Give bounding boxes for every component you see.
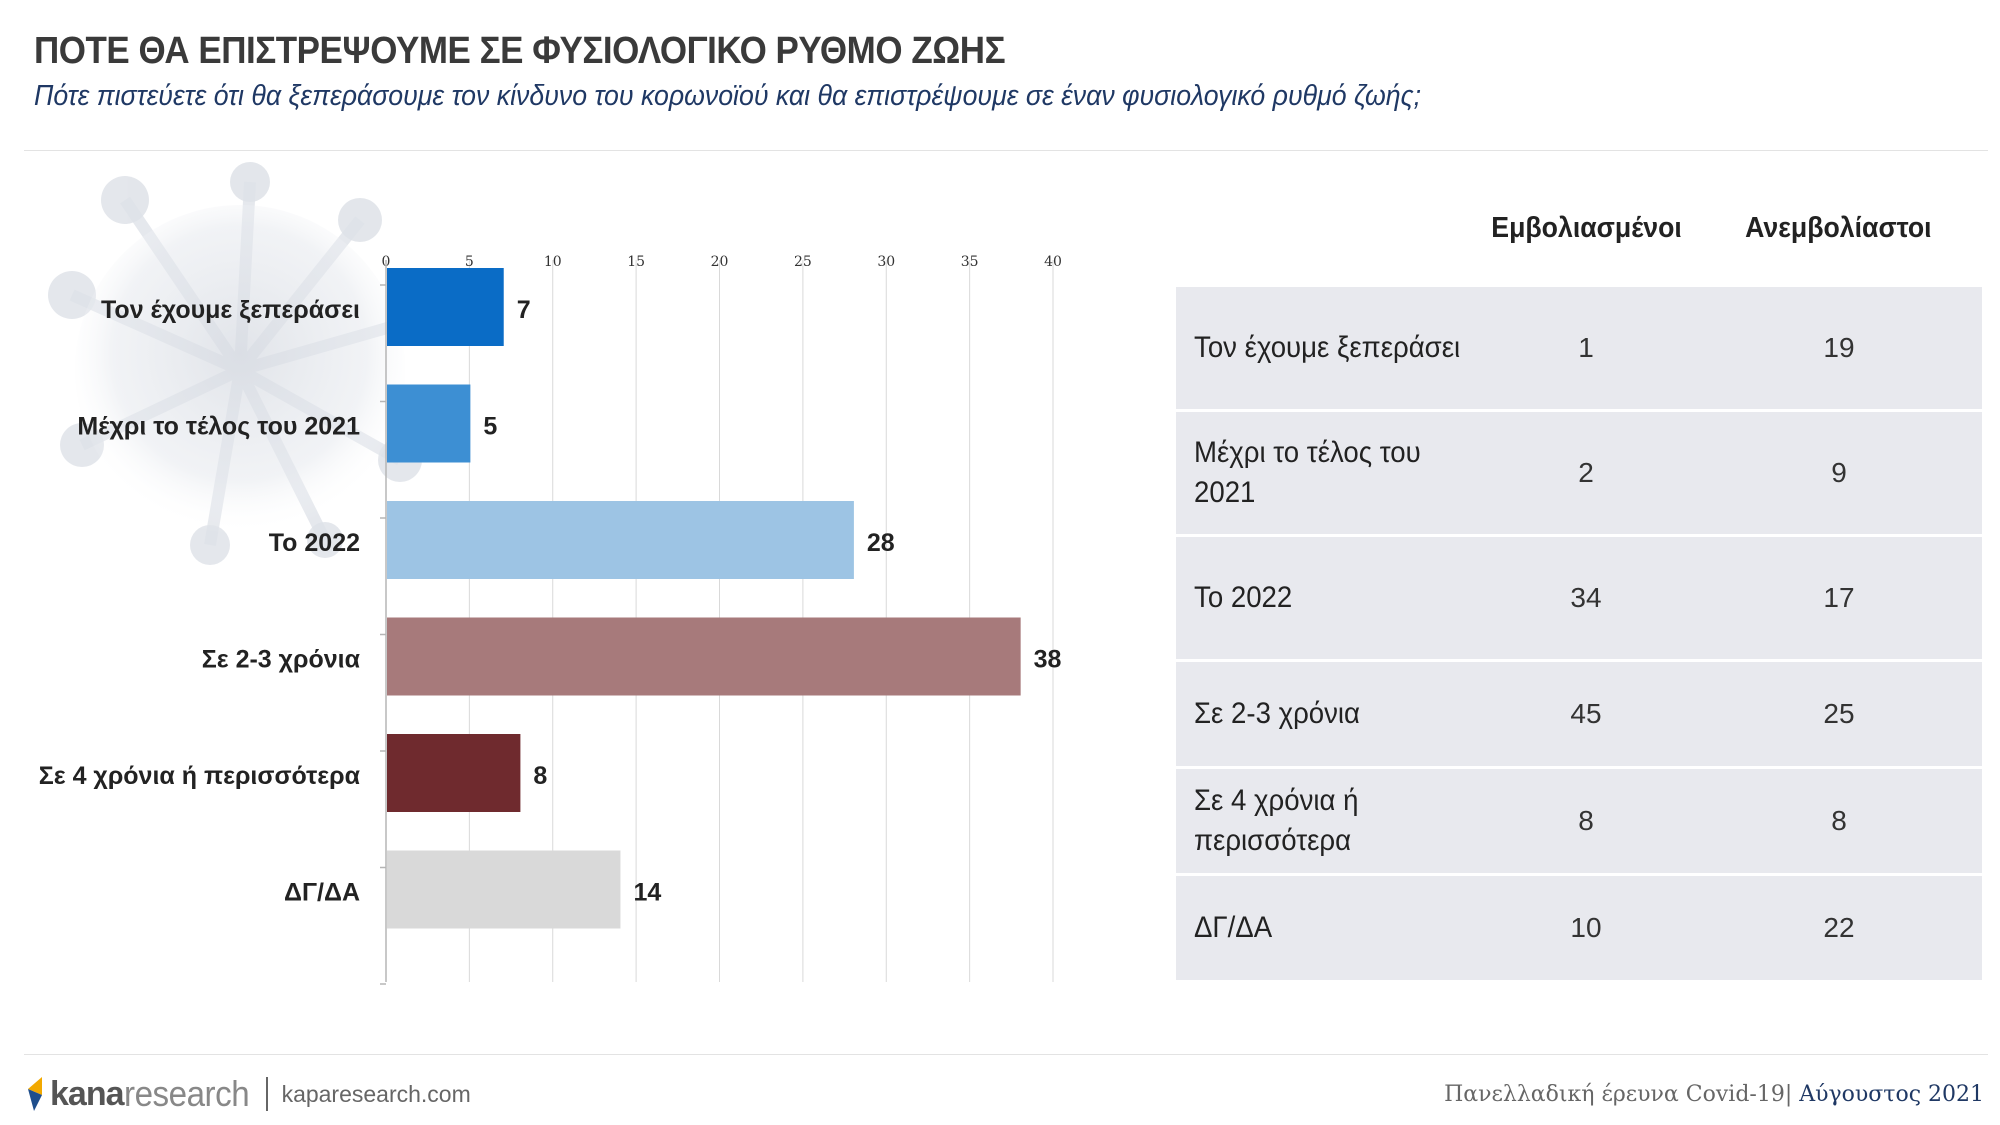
- footer-divider: [24, 1054, 1988, 1055]
- category-label: Το 2022: [269, 529, 360, 557]
- page-subtitle: Πότε πιστεύετε ότι θα ξεπεράσουμε τον κί…: [34, 80, 1421, 112]
- bar-chart: 0510152025303540 Τον έχουμε ξεπεράσει7Μέ…: [39, 254, 1062, 985]
- category-label: Μέχρι το τέλος του 2021: [77, 413, 360, 441]
- coronavirus-background-image: [48, 162, 435, 565]
- survey-month: Αύγουστος 2021: [1799, 1082, 1984, 1107]
- data-label: 14: [633, 879, 661, 907]
- x-tick-label: 25: [794, 254, 812, 270]
- table-row: Μέχρι το τέλος του 2021 2 9: [1176, 412, 1982, 537]
- bar: [387, 501, 854, 579]
- table-row: Το 2022 34 17: [1176, 537, 1982, 662]
- comparison-table: Τον έχουμε ξεπεράσει 1 19 Μέχρι το τέλος…: [1176, 287, 1982, 980]
- logo-mark-icon: [28, 1077, 42, 1111]
- unvaccinated-value: 22: [1823, 912, 1855, 943]
- bar: [387, 850, 621, 929]
- x-tick-label: 35: [961, 254, 979, 270]
- data-label: 7: [517, 296, 531, 324]
- row-label: Σε 2-3 χρόνια: [1194, 697, 1361, 730]
- logo-separator: [265, 1077, 268, 1111]
- row-label: Το 2022: [1194, 581, 1293, 614]
- labels: Τον έχουμε ξεπεράσει 7 Μέχρι το τέλος του …: [39, 296, 1062, 907]
- row-label: Σε 4 χρόνια ή περισσότερα: [1194, 784, 1359, 857]
- table-header-unvaccinated: Ανεμβολίαστοι: [1745, 212, 1932, 244]
- category-label: Τον έχουμε ξεπεράσει: [101, 296, 360, 324]
- table-header-vaccinated: Εμβολιασμένοι: [1491, 212, 1682, 244]
- unvaccinated-value: 25: [1823, 698, 1855, 729]
- data-label: 8: [533, 762, 547, 790]
- website-link[interactable]: kaparesearch.com: [281, 1080, 471, 1107]
- vaccinated-value: 10: [1570, 912, 1602, 943]
- row-label: Τον έχουμε ξεπεράσει: [1194, 331, 1461, 364]
- unvaccinated-value: 17: [1823, 582, 1855, 613]
- bar: [387, 268, 504, 346]
- vaccinated-value: 45: [1570, 698, 1602, 729]
- data-label: 5: [483, 413, 497, 441]
- table-row: Σε 4 χρόνια ή περισσότερα 8 8: [1176, 769, 1982, 876]
- x-tick-label: 40: [1044, 254, 1062, 270]
- vaccinated-value: 8: [1578, 805, 1594, 836]
- category-label: Σε 2-3 χρόνια: [202, 646, 361, 674]
- page-title: ΠΟΤΕ ΘΑ ΕΠΙΣΤΡΕΨΟΥΜΕ ΣΕ ΦΥΣΙΟΛΟΓΙΚΟ ΡΥΘΜ…: [34, 30, 1006, 72]
- vaccinated-value: 2: [1578, 457, 1594, 488]
- bar: [387, 617, 1021, 696]
- table-row: Τον έχουμε ξεπεράσει 1 19: [1176, 287, 1982, 412]
- table-row: Σε 2-3 χρόνια 45 25: [1176, 662, 1982, 769]
- category-label: ΔΓ/ΔΑ: [284, 879, 360, 907]
- row-label: ΔΓ/ΔΑ: [1194, 911, 1273, 944]
- x-tick-label: 5: [465, 254, 474, 270]
- survey-name: Πανελλαδική έρευνα Covid-19|: [1444, 1082, 1800, 1107]
- bars: [387, 268, 1021, 929]
- x-tick-label: 10: [544, 254, 562, 270]
- bar: [387, 734, 521, 812]
- unvaccinated-value: 9: [1831, 457, 1847, 488]
- table-row: ΔΓ/ΔΑ 10 22: [1176, 876, 1982, 980]
- unvaccinated-value: 8: [1831, 805, 1847, 836]
- data-label: 28: [867, 529, 895, 557]
- vaccinated-value: 1: [1578, 332, 1594, 363]
- header-divider: [24, 150, 1988, 151]
- kapa-research-logo: kana research kaparesearch.com: [24, 1072, 471, 1116]
- x-tick-label: 20: [711, 254, 729, 270]
- logo-text-research: research: [123, 1073, 250, 1114]
- row-label: Μέχρι το τέλος του 2021: [1194, 436, 1421, 509]
- bar: [387, 384, 471, 463]
- category-label: Σε 4 χρόνια ή περισσότερα: [39, 762, 361, 790]
- logo-text-kana: kana: [50, 1074, 124, 1113]
- unvaccinated-value: 19: [1823, 332, 1855, 363]
- x-tick-label: 30: [877, 254, 895, 270]
- value-axis: 0510152025303540: [380, 254, 1062, 985]
- data-label: 38: [1034, 646, 1062, 674]
- x-tick-label: 15: [627, 254, 645, 270]
- survey-info: Πανελλαδική έρευνα Covid-19| Αύγουστος 2…: [1444, 1082, 1984, 1107]
- vaccinated-value: 34: [1570, 582, 1602, 613]
